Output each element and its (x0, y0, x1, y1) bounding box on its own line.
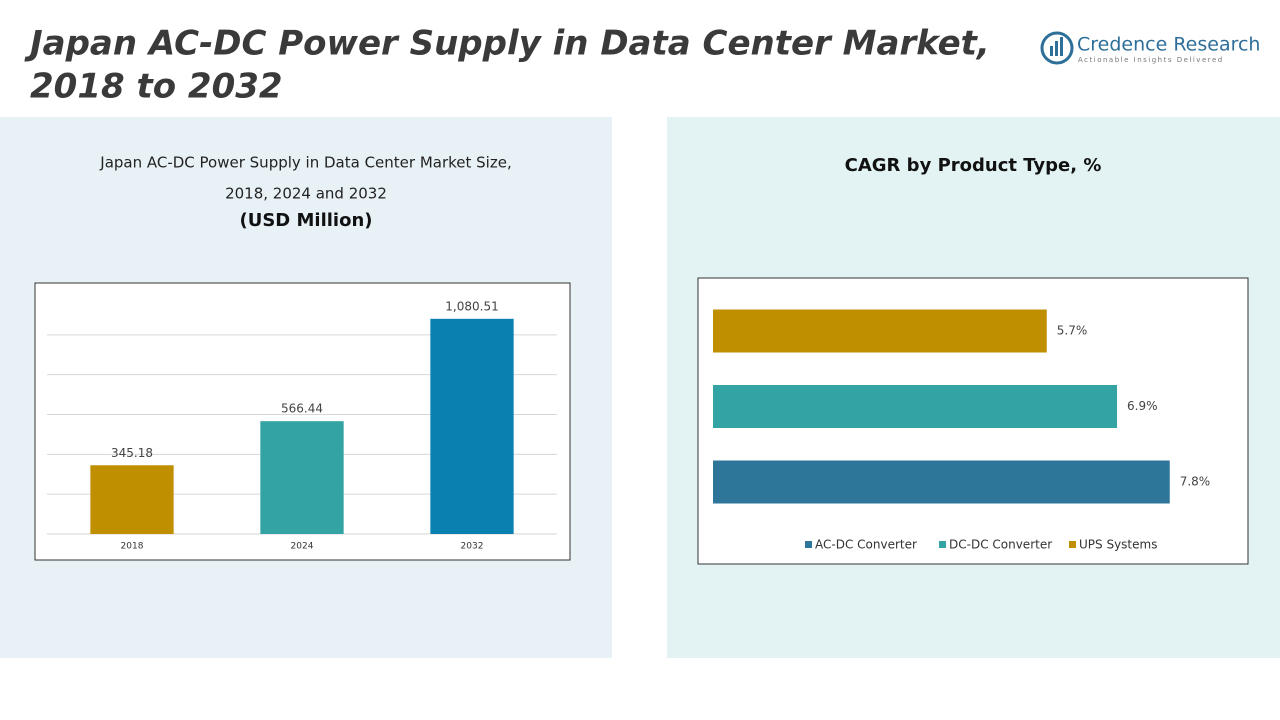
logo-name: Credence Research (1077, 34, 1260, 56)
value-label: 6.9% (1127, 399, 1158, 413)
page-title: 2018 to 2032 (30, 67, 283, 107)
bar (713, 460, 1170, 504)
logo-icon (1060, 37, 1063, 56)
value-label: 5.7% (1057, 324, 1088, 338)
legend-label: AC-DC Converter (815, 538, 917, 552)
logo-icon (1040, 31, 1074, 65)
x-tick-label: 2032 (461, 542, 484, 552)
chart-title: CAGR by Product Type, % (845, 155, 1102, 176)
value-label: 345.18 (111, 446, 153, 460)
logo-tagline: Actionable Insights Delivered (1078, 56, 1224, 64)
bar (713, 385, 1118, 428)
chart-title: 2018, 2024 and 2032 (225, 185, 387, 203)
value-label: 566.44 (281, 402, 323, 416)
logo: Credence Research Actionable Insights De… (1040, 31, 1260, 65)
x-tick-label: 2018 (121, 542, 144, 552)
bar (713, 309, 1047, 353)
bar (90, 465, 174, 534)
legend-label: DC-DC Converter (949, 538, 1052, 552)
logo-icon (1050, 46, 1053, 56)
legend-swatch (939, 541, 946, 548)
logo-icon (1055, 41, 1058, 56)
chart-subtitle: (USD Million) (239, 210, 372, 231)
bar (430, 318, 514, 534)
value-label: 1,080.51 (445, 299, 498, 313)
page-title: Japan AC-DC Power Supply in Data Center … (24, 24, 990, 64)
chart-title: Japan AC-DC Power Supply in Data Center … (99, 154, 511, 172)
value-label: 7.8% (1180, 475, 1211, 489)
x-tick-label: 2024 (291, 542, 314, 552)
bar (260, 421, 344, 534)
legend-swatch (805, 541, 812, 548)
legend-swatch (1069, 541, 1076, 548)
legend-label: UPS Systems (1079, 538, 1157, 552)
